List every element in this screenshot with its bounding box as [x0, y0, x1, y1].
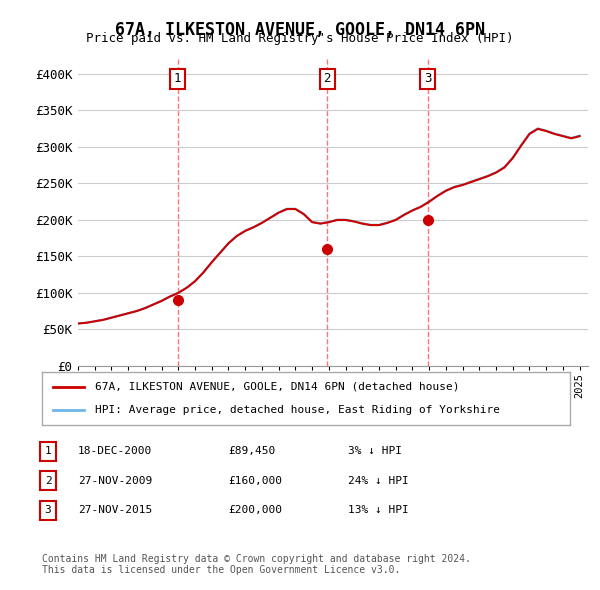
- Text: HPI: Average price, detached house, East Riding of Yorkshire: HPI: Average price, detached house, East…: [95, 405, 500, 415]
- Text: 2: 2: [323, 73, 331, 86]
- Text: Contains HM Land Registry data © Crown copyright and database right 2024.
This d: Contains HM Land Registry data © Crown c…: [42, 553, 471, 575]
- Text: 18-DEC-2000: 18-DEC-2000: [78, 447, 152, 456]
- Text: 2: 2: [44, 476, 52, 486]
- Text: £160,000: £160,000: [228, 476, 282, 486]
- Text: 1: 1: [44, 447, 52, 456]
- Text: 3% ↓ HPI: 3% ↓ HPI: [348, 447, 402, 456]
- Text: 67A, ILKESTON AVENUE, GOOLE, DN14 6PN (detached house): 67A, ILKESTON AVENUE, GOOLE, DN14 6PN (d…: [95, 382, 460, 392]
- Text: 1: 1: [174, 73, 181, 86]
- Text: 3: 3: [424, 73, 431, 86]
- Text: 67A, ILKESTON AVENUE, GOOLE, DN14 6PN: 67A, ILKESTON AVENUE, GOOLE, DN14 6PN: [115, 21, 485, 39]
- Text: 27-NOV-2015: 27-NOV-2015: [78, 506, 152, 515]
- Text: 13% ↓ HPI: 13% ↓ HPI: [348, 506, 409, 515]
- Text: Price paid vs. HM Land Registry's House Price Index (HPI): Price paid vs. HM Land Registry's House …: [86, 32, 514, 45]
- Text: 24% ↓ HPI: 24% ↓ HPI: [348, 476, 409, 486]
- Text: £200,000: £200,000: [228, 506, 282, 515]
- Text: £89,450: £89,450: [228, 447, 275, 456]
- Text: 27-NOV-2009: 27-NOV-2009: [78, 476, 152, 486]
- Text: 3: 3: [44, 506, 52, 515]
